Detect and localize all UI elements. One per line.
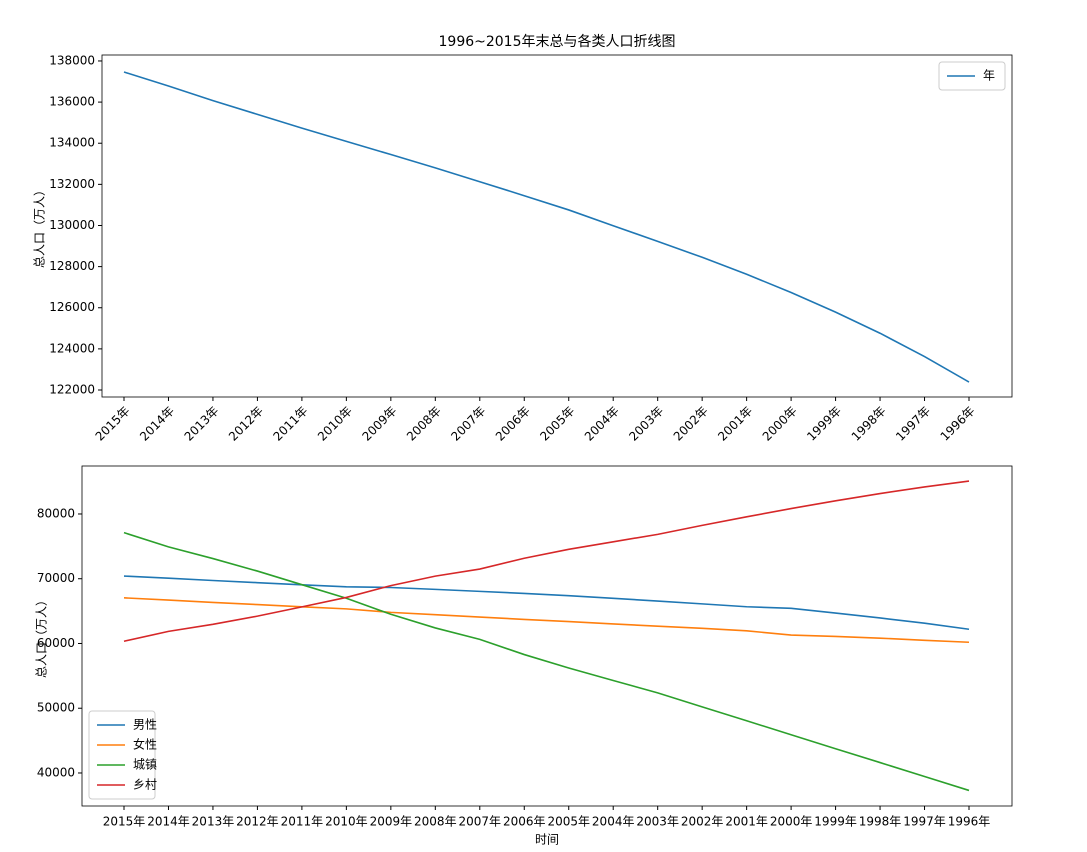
x-tick-label: 1996年 [948,815,991,829]
x-tick-label: 2009年 [370,815,413,829]
y-tick-label: 134000 [49,136,95,150]
x-tick-label: 2008年 [414,815,457,829]
series-line [123,575,970,631]
y-tick-label: 132000 [49,177,95,191]
x-tick-label: 1998年 [859,815,902,829]
series-line [123,71,970,383]
x-tick-label: 2001年 [725,815,768,829]
y-tick-label: 130000 [49,218,95,232]
y-tick-label: 40000 [37,765,75,779]
series-line [123,597,970,644]
y-tick-label: 50000 [37,701,75,715]
y-tick-label: 80000 [37,506,75,520]
x-tick-label: 2002年 [681,815,724,829]
x-tick-label: 2005年 [547,815,590,829]
x-tick-label: 2011年 [281,815,324,829]
x-tick-label: 2003年 [636,815,679,829]
x-tick-label: 2006年 [503,815,546,829]
y-tick-label: 124000 [49,341,95,355]
series-line [123,531,970,792]
x-tick-label: 2012年 [236,815,279,829]
x-tick-label: 2004年 [592,815,635,829]
legend-label: 乡村 [133,778,157,792]
x-tick-label: 1997年 [903,815,946,829]
y-axis-label: 总人口（万人） [33,184,47,268]
x-tick-label: 2000年 [770,815,813,829]
y-axis-label: 总人口（万人） [35,594,49,678]
axes-frame [101,54,1013,398]
x-tick-label: 1999年 [814,815,857,829]
chart-title: 1996~2015年末总与各类人口折线图 [439,34,676,50]
y-tick-label: 122000 [49,383,95,397]
legend-label: 女性 [133,737,157,752]
legend-label: 城镇 [133,758,157,772]
axes-frame [81,465,1013,807]
x-tick-label: 2013年 [192,815,235,829]
y-tick-label: 136000 [49,95,95,109]
y-tick-label: 70000 [37,571,75,585]
x-axis-label: 时间 [535,833,559,847]
series-line [123,480,970,643]
y-tick-label: 60000 [37,636,75,650]
x-tick-label: 2015年 [103,815,146,829]
x-tick-label: 2010年 [325,815,368,829]
y-tick-label: 138000 [49,53,95,67]
x-tick-label: 2007年 [459,815,502,829]
y-tick-label: 126000 [49,300,95,314]
x-tick-label: 2014年 [147,815,190,829]
legend-label: 年 [983,69,995,83]
legend-label: 男性 [133,718,157,732]
legend-box [88,710,156,800]
y-tick-label: 128000 [49,259,95,273]
